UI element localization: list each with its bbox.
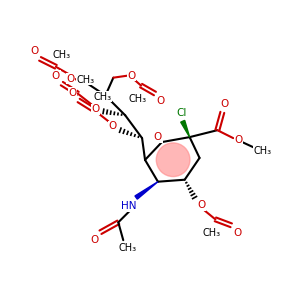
Text: CH₃: CH₃ [118,243,136,253]
Text: O: O [69,88,77,98]
Text: CH₃: CH₃ [202,228,220,238]
Text: CH₃: CH₃ [254,146,272,156]
Text: O: O [90,235,99,245]
Text: CH₃: CH₃ [128,94,146,104]
Text: CH₃: CH₃ [53,50,71,60]
Text: O: O [154,132,162,142]
Text: O: O [197,200,206,211]
Text: CH₃: CH₃ [76,75,95,85]
Text: O: O [127,71,135,81]
Text: CH₃: CH₃ [93,92,112,101]
Text: O: O [108,121,116,131]
Polygon shape [181,120,190,137]
Polygon shape [135,182,158,199]
Text: O: O [220,99,228,110]
Text: Cl: Cl [176,108,187,118]
Text: O: O [67,74,75,84]
Text: O: O [52,71,60,81]
Text: O: O [92,104,100,114]
Circle shape [156,143,190,177]
Text: HN: HN [122,202,137,212]
Text: O: O [157,97,165,106]
Text: O: O [30,46,38,56]
Text: O: O [233,228,241,238]
Text: O: O [234,135,242,145]
